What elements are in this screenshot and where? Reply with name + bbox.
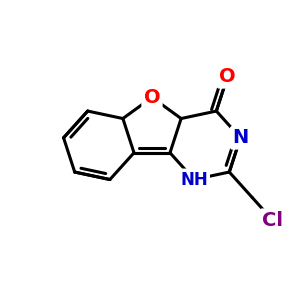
Text: O: O [144,88,160,107]
Text: O: O [219,67,236,86]
Text: NH: NH [180,170,208,188]
Text: Cl: Cl [262,211,283,230]
Text: N: N [232,128,249,147]
